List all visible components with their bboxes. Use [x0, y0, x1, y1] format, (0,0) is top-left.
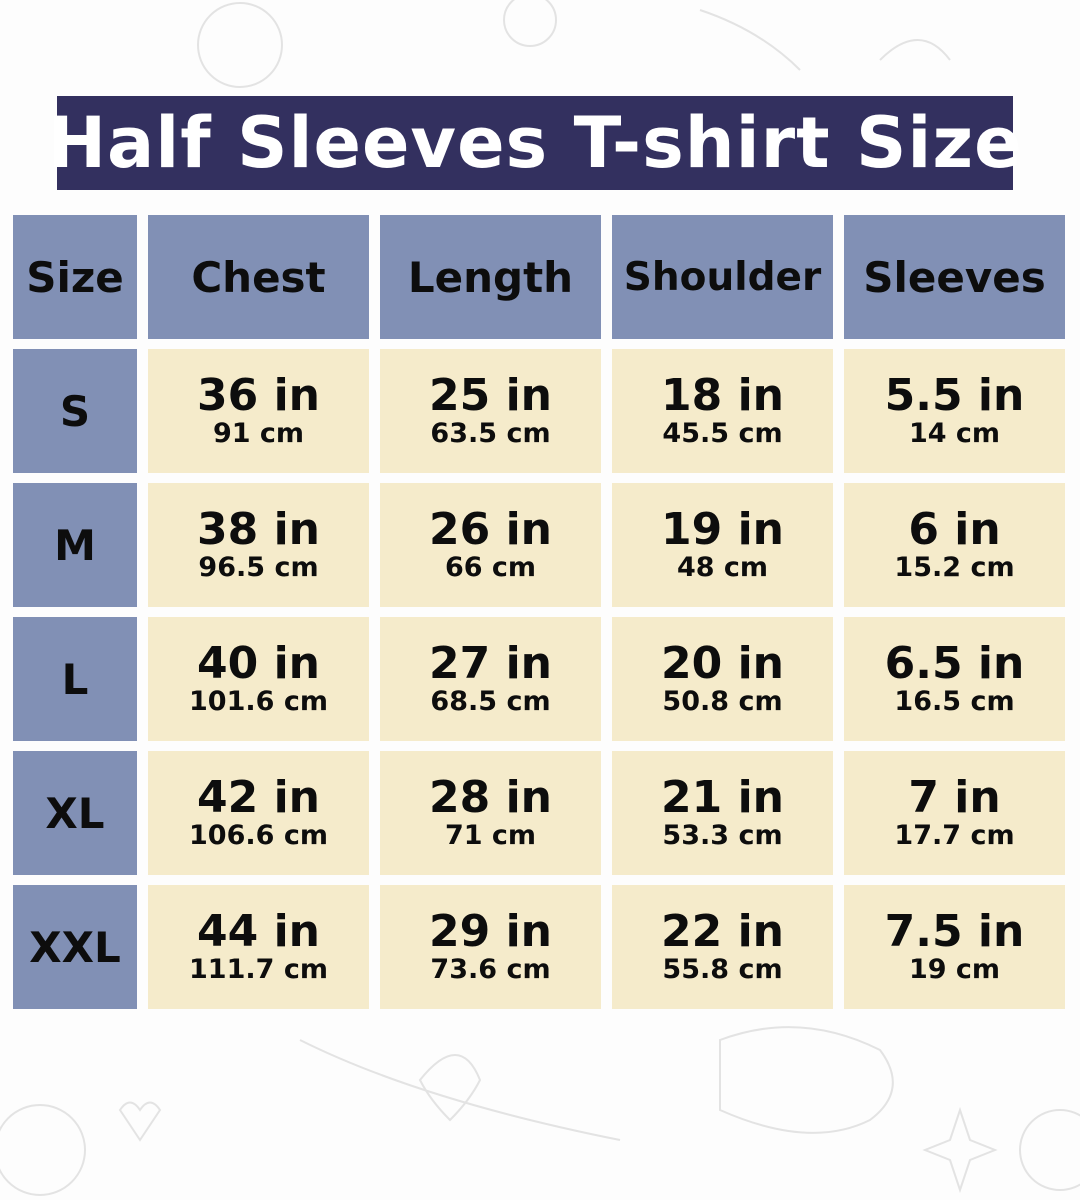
measurement-cell: 7 in 17.7 cm	[844, 751, 1065, 875]
inches-value: 20 in	[661, 638, 784, 689]
inches-value: 36 in	[197, 370, 320, 421]
size-label-m: M	[13, 483, 137, 607]
inches-value: 18 in	[661, 370, 784, 421]
inches-value: 21 in	[661, 772, 784, 823]
measurement-cell: 25 in 63.5 cm	[380, 349, 601, 473]
inches-value: 22 in	[661, 906, 784, 957]
size-chart-table: Size Chest Length Shoulder Sleeves S 36 in 91 c…	[13, 215, 1065, 1009]
column-header-shoulder: Shoulder	[612, 215, 833, 339]
measurement-cell: 27 in 68.5 cm	[380, 617, 601, 741]
inches-value: 7.5 in	[884, 906, 1025, 957]
measurement-cell: 6 in 15.2 cm	[844, 483, 1065, 607]
inches-value: 27 in	[429, 638, 552, 689]
cm-value: 14 cm	[908, 418, 1001, 449]
column-header-sleeves: Sleeves	[844, 215, 1065, 339]
measurement-cell: 5.5 in 14 cm	[844, 349, 1065, 473]
cm-value: 73.6 cm	[430, 954, 551, 985]
measurement-cell: 18 in 45.5 cm	[612, 349, 833, 473]
size-label-xl: XL	[13, 751, 137, 875]
column-header-size: Size	[13, 215, 137, 339]
measurement-cell: 42 in 106.6 cm	[148, 751, 369, 875]
measurement-cell: 20 in 50.8 cm	[612, 617, 833, 741]
inches-value: 29 in	[429, 906, 552, 957]
measurement-cell: 22 in 55.8 cm	[612, 885, 833, 1009]
measurement-cell: 40 in 101.6 cm	[148, 617, 369, 741]
inches-value: 5.5 in	[884, 370, 1025, 421]
size-label-s: S	[13, 349, 137, 473]
cm-value: 66 cm	[444, 552, 537, 583]
cm-value: 19 cm	[908, 954, 1001, 985]
cm-value: 106.6 cm	[189, 820, 328, 851]
inches-value: 38 in	[197, 504, 320, 555]
inches-value: 44 in	[197, 906, 320, 957]
cm-value: 71 cm	[444, 820, 537, 851]
measurement-cell: 26 in 66 cm	[380, 483, 601, 607]
cm-value: 96.5 cm	[198, 552, 319, 583]
inches-value: 7 in	[908, 772, 1001, 823]
cm-value: 55.8 cm	[662, 954, 783, 985]
cm-value: 111.7 cm	[189, 954, 328, 985]
measurement-cell: 7.5 in 19 cm	[844, 885, 1065, 1009]
cm-value: 16.5 cm	[894, 686, 1015, 717]
page-title: Half Sleeves T-shirt Size	[47, 102, 1023, 184]
cm-value: 48 cm	[676, 552, 769, 583]
inches-value: 25 in	[429, 370, 552, 421]
title-banner: Half Sleeves T-shirt Size	[47, 96, 1022, 190]
cm-value: 45.5 cm	[662, 418, 783, 449]
inches-value: 6.5 in	[884, 638, 1025, 689]
cm-value: 63.5 cm	[430, 418, 551, 449]
inches-value: 26 in	[429, 504, 552, 555]
measurement-cell: 19 in 48 cm	[612, 483, 833, 607]
cm-value: 68.5 cm	[430, 686, 551, 717]
cm-value: 50.8 cm	[662, 686, 783, 717]
measurement-cell: 38 in 96.5 cm	[148, 483, 369, 607]
cm-value: 101.6 cm	[189, 686, 328, 717]
inches-value: 6 in	[908, 504, 1001, 555]
column-header-chest: Chest	[148, 215, 369, 339]
cm-value: 15.2 cm	[894, 552, 1015, 583]
column-header-length: Length	[380, 215, 601, 339]
cm-value: 53.3 cm	[662, 820, 783, 851]
measurement-cell: 6.5 in 16.5 cm	[844, 617, 1065, 741]
cm-value: 91 cm	[212, 418, 305, 449]
cm-value: 17.7 cm	[894, 820, 1015, 851]
size-label-xxl: XXL	[13, 885, 137, 1009]
measurement-cell: 28 in 71 cm	[380, 751, 601, 875]
measurement-cell: 21 in 53.3 cm	[612, 751, 833, 875]
inches-value: 40 in	[197, 638, 320, 689]
measurement-cell: 44 in 111.7 cm	[148, 885, 369, 1009]
inches-value: 42 in	[197, 772, 320, 823]
size-label-l: L	[13, 617, 137, 741]
inches-value: 19 in	[661, 504, 784, 555]
measurement-cell: 29 in 73.6 cm	[380, 885, 601, 1009]
inches-value: 28 in	[429, 772, 552, 823]
measurement-cell: 36 in 91 cm	[148, 349, 369, 473]
